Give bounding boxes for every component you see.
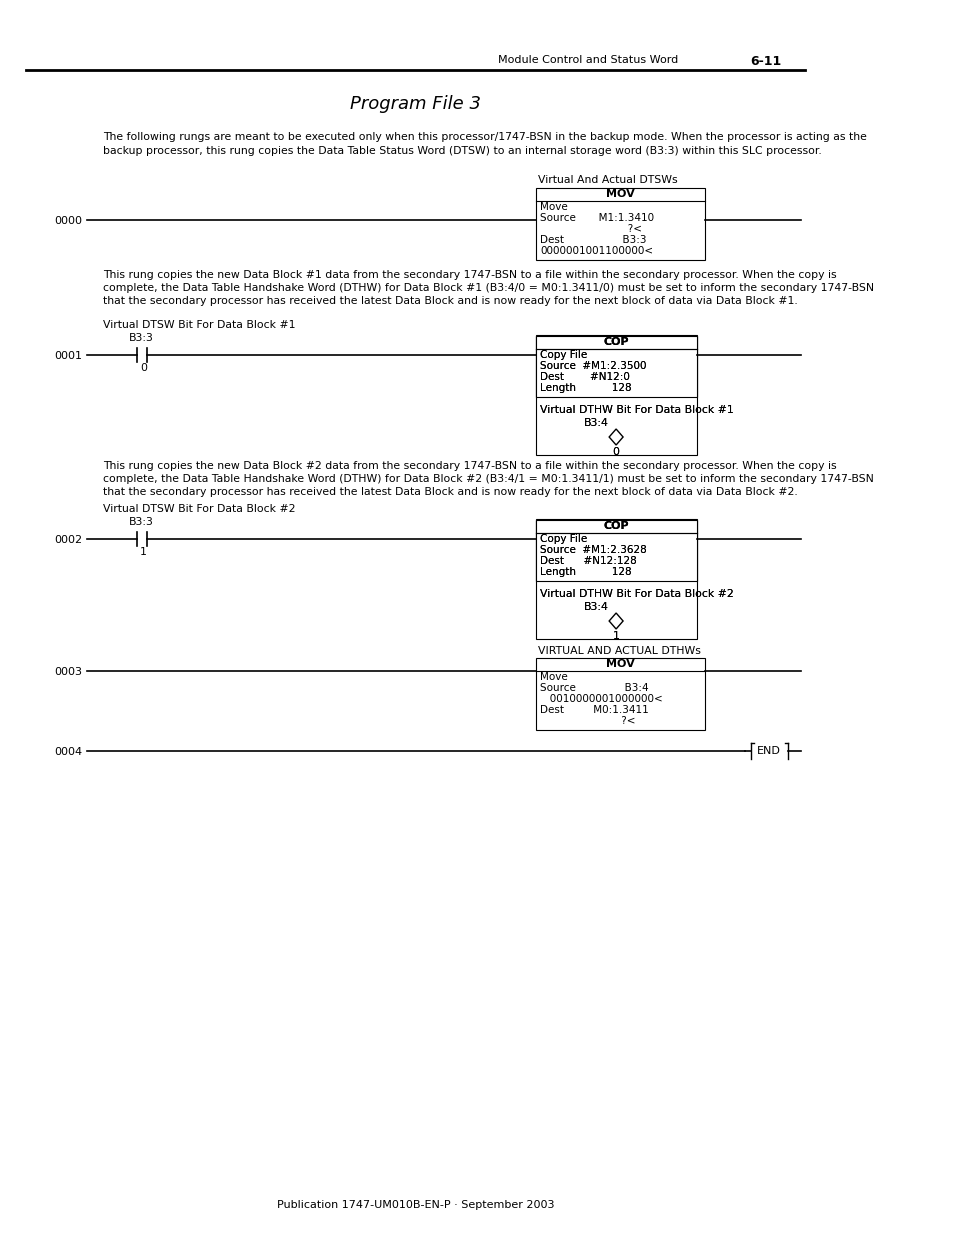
Text: Publication 1747-UM010B-EN-P · September 2003: Publication 1747-UM010B-EN-P · September… [276, 1200, 554, 1210]
Text: Dest                  B3:3: Dest B3:3 [539, 235, 646, 245]
Bar [535, 658, 704, 730]
Text: ?<: ?< [539, 224, 641, 233]
Text: B3:3: B3:3 [129, 517, 153, 527]
Text: 0010000001000000<: 0010000001000000< [539, 694, 662, 704]
Text: Dest      #N12:128: Dest #N12:128 [539, 556, 636, 566]
Text: 0002: 0002 [54, 535, 82, 545]
Text: COP: COP [602, 521, 628, 531]
Text: Virtual DTHW Bit For Data Block #1: Virtual DTHW Bit For Data Block #1 [539, 405, 733, 415]
Text: Virtual DTHW Bit For Data Block #2: Virtual DTHW Bit For Data Block #2 [539, 589, 733, 599]
Text: 0: 0 [612, 447, 618, 457]
Text: 0004: 0004 [54, 747, 82, 757]
Text: Virtual And Actual DTSWs: Virtual And Actual DTSWs [537, 175, 677, 185]
Text: COP: COP [602, 521, 628, 531]
Text: B3:4: B3:4 [583, 417, 608, 429]
Text: that the secondary processor has received the latest Data Block and is now ready: that the secondary processor has receive… [103, 296, 797, 306]
Text: Length           128: Length 128 [539, 383, 631, 393]
Text: ?<: ?< [539, 716, 635, 726]
Text: B3:4: B3:4 [583, 601, 608, 613]
Text: 1: 1 [612, 631, 618, 641]
Bar [535, 336, 696, 396]
Text: Copy File: Copy File [539, 534, 586, 543]
Text: 6-11: 6-11 [750, 56, 781, 68]
Text: Dest      #N12:128: Dest #N12:128 [539, 556, 636, 566]
Text: The following rungs are meant to be executed only when this processor/1747-BSN i: The following rungs are meant to be exec… [103, 132, 865, 142]
Text: Virtual DTHW Bit For Data Block #2: Virtual DTHW Bit For Data Block #2 [539, 589, 733, 599]
Bar [535, 336, 696, 396]
Text: Program File 3: Program File 3 [350, 95, 480, 112]
Text: 0000001001100000<: 0000001001100000< [539, 246, 653, 256]
Text: Move: Move [539, 672, 567, 682]
Text: Dest         M0:1.3411: Dest M0:1.3411 [539, 705, 648, 715]
Text: Move: Move [539, 203, 567, 212]
Bar [535, 188, 704, 261]
Text: MOV: MOV [605, 659, 634, 669]
Text: 1: 1 [140, 547, 147, 557]
Text: This rung copies the new Data Block #1 data from the secondary 1747-BSN to a fil: This rung copies the new Data Block #1 d… [103, 270, 836, 280]
Text: that the secondary processor has received the latest Data Block and is now ready: that the secondary processor has receive… [103, 487, 797, 496]
Text: END: END [757, 746, 781, 756]
Text: complete, the Data Table Handshake Word (DTHW) for Data Block #2 (B3:4/1 = M0:1.: complete, the Data Table Handshake Word … [103, 474, 873, 484]
Text: Dest        #N12:0: Dest #N12:0 [539, 372, 629, 382]
Text: B3:3: B3:3 [129, 333, 153, 343]
Text: Copy File: Copy File [539, 350, 586, 359]
Text: Virtual DTSW Bit For Data Block #2: Virtual DTSW Bit For Data Block #2 [103, 504, 294, 514]
Text: Length           128: Length 128 [539, 567, 631, 577]
Text: B3:4: B3:4 [583, 417, 608, 429]
Text: Copy File: Copy File [539, 534, 586, 543]
Text: Length           128: Length 128 [539, 567, 631, 577]
Text: B3:4: B3:4 [583, 601, 608, 613]
Text: Source               B3:4: Source B3:4 [539, 683, 648, 693]
Text: Source  #M1:2.3500: Source #M1:2.3500 [539, 361, 646, 370]
Text: Source       M1:1.3410: Source M1:1.3410 [539, 212, 654, 224]
Text: Dest        #N12:0: Dest #N12:0 [539, 372, 629, 382]
Text: 0001: 0001 [54, 351, 82, 361]
Text: COP: COP [602, 337, 628, 347]
Text: This rung copies the new Data Block #2 data from the secondary 1747-BSN to a fil: This rung copies the new Data Block #2 d… [103, 461, 836, 471]
Bar [535, 520, 696, 580]
Text: Length           128: Length 128 [539, 383, 631, 393]
Bar [535, 520, 696, 580]
Text: Module Control and Status Word: Module Control and Status Word [497, 56, 678, 65]
Text: 0003: 0003 [54, 667, 82, 677]
Text: 0000: 0000 [54, 216, 82, 226]
Text: Source  #M1:2.3628: Source #M1:2.3628 [539, 545, 646, 555]
Text: backup processor, this rung copies the Data Table Status Word (DTSW) to an inter: backup processor, this rung copies the D… [103, 146, 821, 156]
Text: Source  #M1:2.3500: Source #M1:2.3500 [539, 361, 646, 370]
Text: Source  #M1:2.3628: Source #M1:2.3628 [539, 545, 646, 555]
Text: complete, the Data Table Handshake Word (DTHW) for Data Block #1 (B3:4/0 = M0:1.: complete, the Data Table Handshake Word … [103, 283, 873, 293]
Text: 0: 0 [612, 447, 618, 457]
Text: COP: COP [602, 337, 628, 347]
Text: MOV: MOV [605, 189, 634, 199]
Bar [535, 519, 696, 638]
Text: Virtual DTHW Bit For Data Block #1: Virtual DTHW Bit For Data Block #1 [539, 405, 733, 415]
Bar [535, 335, 696, 454]
Text: VIRTUAL AND ACTUAL DTHWs: VIRTUAL AND ACTUAL DTHWs [537, 646, 700, 656]
Text: 1: 1 [612, 631, 618, 641]
Text: 0: 0 [140, 363, 147, 373]
Text: Copy File: Copy File [539, 350, 586, 359]
Text: Virtual DTSW Bit For Data Block #1: Virtual DTSW Bit For Data Block #1 [103, 320, 294, 330]
